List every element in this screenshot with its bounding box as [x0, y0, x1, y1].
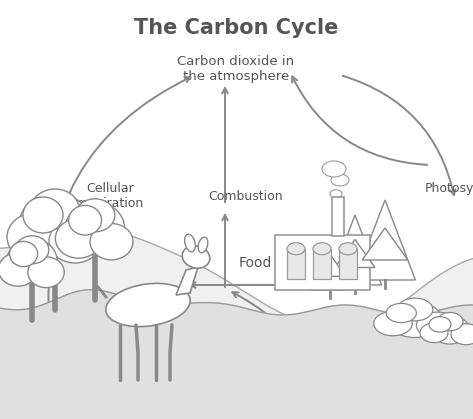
Polygon shape [355, 200, 415, 280]
Ellipse shape [69, 205, 102, 235]
Text: Cellular
respiration: Cellular respiration [76, 182, 144, 210]
Ellipse shape [0, 253, 37, 286]
Ellipse shape [7, 238, 57, 283]
Ellipse shape [65, 202, 125, 255]
Polygon shape [275, 235, 370, 290]
Ellipse shape [28, 257, 64, 287]
Text: The Carbon Cycle: The Carbon Cycle [134, 18, 338, 38]
Ellipse shape [75, 199, 115, 232]
Ellipse shape [287, 243, 305, 255]
Ellipse shape [198, 237, 208, 253]
Text: Food: Food [238, 256, 272, 270]
Polygon shape [328, 215, 382, 285]
Ellipse shape [23, 197, 63, 233]
Ellipse shape [430, 316, 470, 344]
Bar [313, 249, 331, 279]
Polygon shape [335, 240, 375, 267]
Text: Carbon dioxide in
the atmosphere: Carbon dioxide in the atmosphere [177, 55, 295, 83]
Ellipse shape [184, 234, 195, 252]
Ellipse shape [55, 219, 102, 258]
Bar [339, 249, 357, 279]
Ellipse shape [451, 324, 473, 345]
Polygon shape [176, 267, 198, 295]
Ellipse shape [19, 193, 91, 257]
Ellipse shape [374, 311, 412, 336]
Ellipse shape [90, 224, 133, 260]
Text: Fossil
fuels: Fossil fuels [339, 335, 377, 365]
Ellipse shape [31, 189, 79, 229]
Bar [287, 249, 305, 279]
Ellipse shape [339, 243, 357, 255]
Ellipse shape [331, 174, 349, 186]
Text: Combustion: Combustion [208, 190, 283, 203]
Ellipse shape [416, 312, 457, 339]
Ellipse shape [313, 243, 331, 255]
Ellipse shape [437, 313, 463, 331]
Ellipse shape [7, 213, 63, 261]
Ellipse shape [49, 219, 101, 263]
Text: Death
and decomposition: Death and decomposition [164, 365, 296, 395]
Ellipse shape [330, 190, 342, 198]
Ellipse shape [106, 283, 190, 327]
Ellipse shape [9, 241, 37, 266]
Polygon shape [362, 228, 408, 260]
Ellipse shape [429, 317, 451, 332]
Bar [332, 197, 344, 236]
Text: Photosyn-: Photosyn- [425, 182, 473, 195]
Ellipse shape [15, 236, 49, 264]
Ellipse shape [420, 323, 448, 343]
Polygon shape [315, 254, 346, 276]
Ellipse shape [386, 303, 416, 323]
Ellipse shape [387, 303, 443, 337]
Ellipse shape [397, 298, 433, 321]
Ellipse shape [182, 246, 210, 268]
Polygon shape [309, 235, 351, 290]
Ellipse shape [322, 161, 346, 177]
